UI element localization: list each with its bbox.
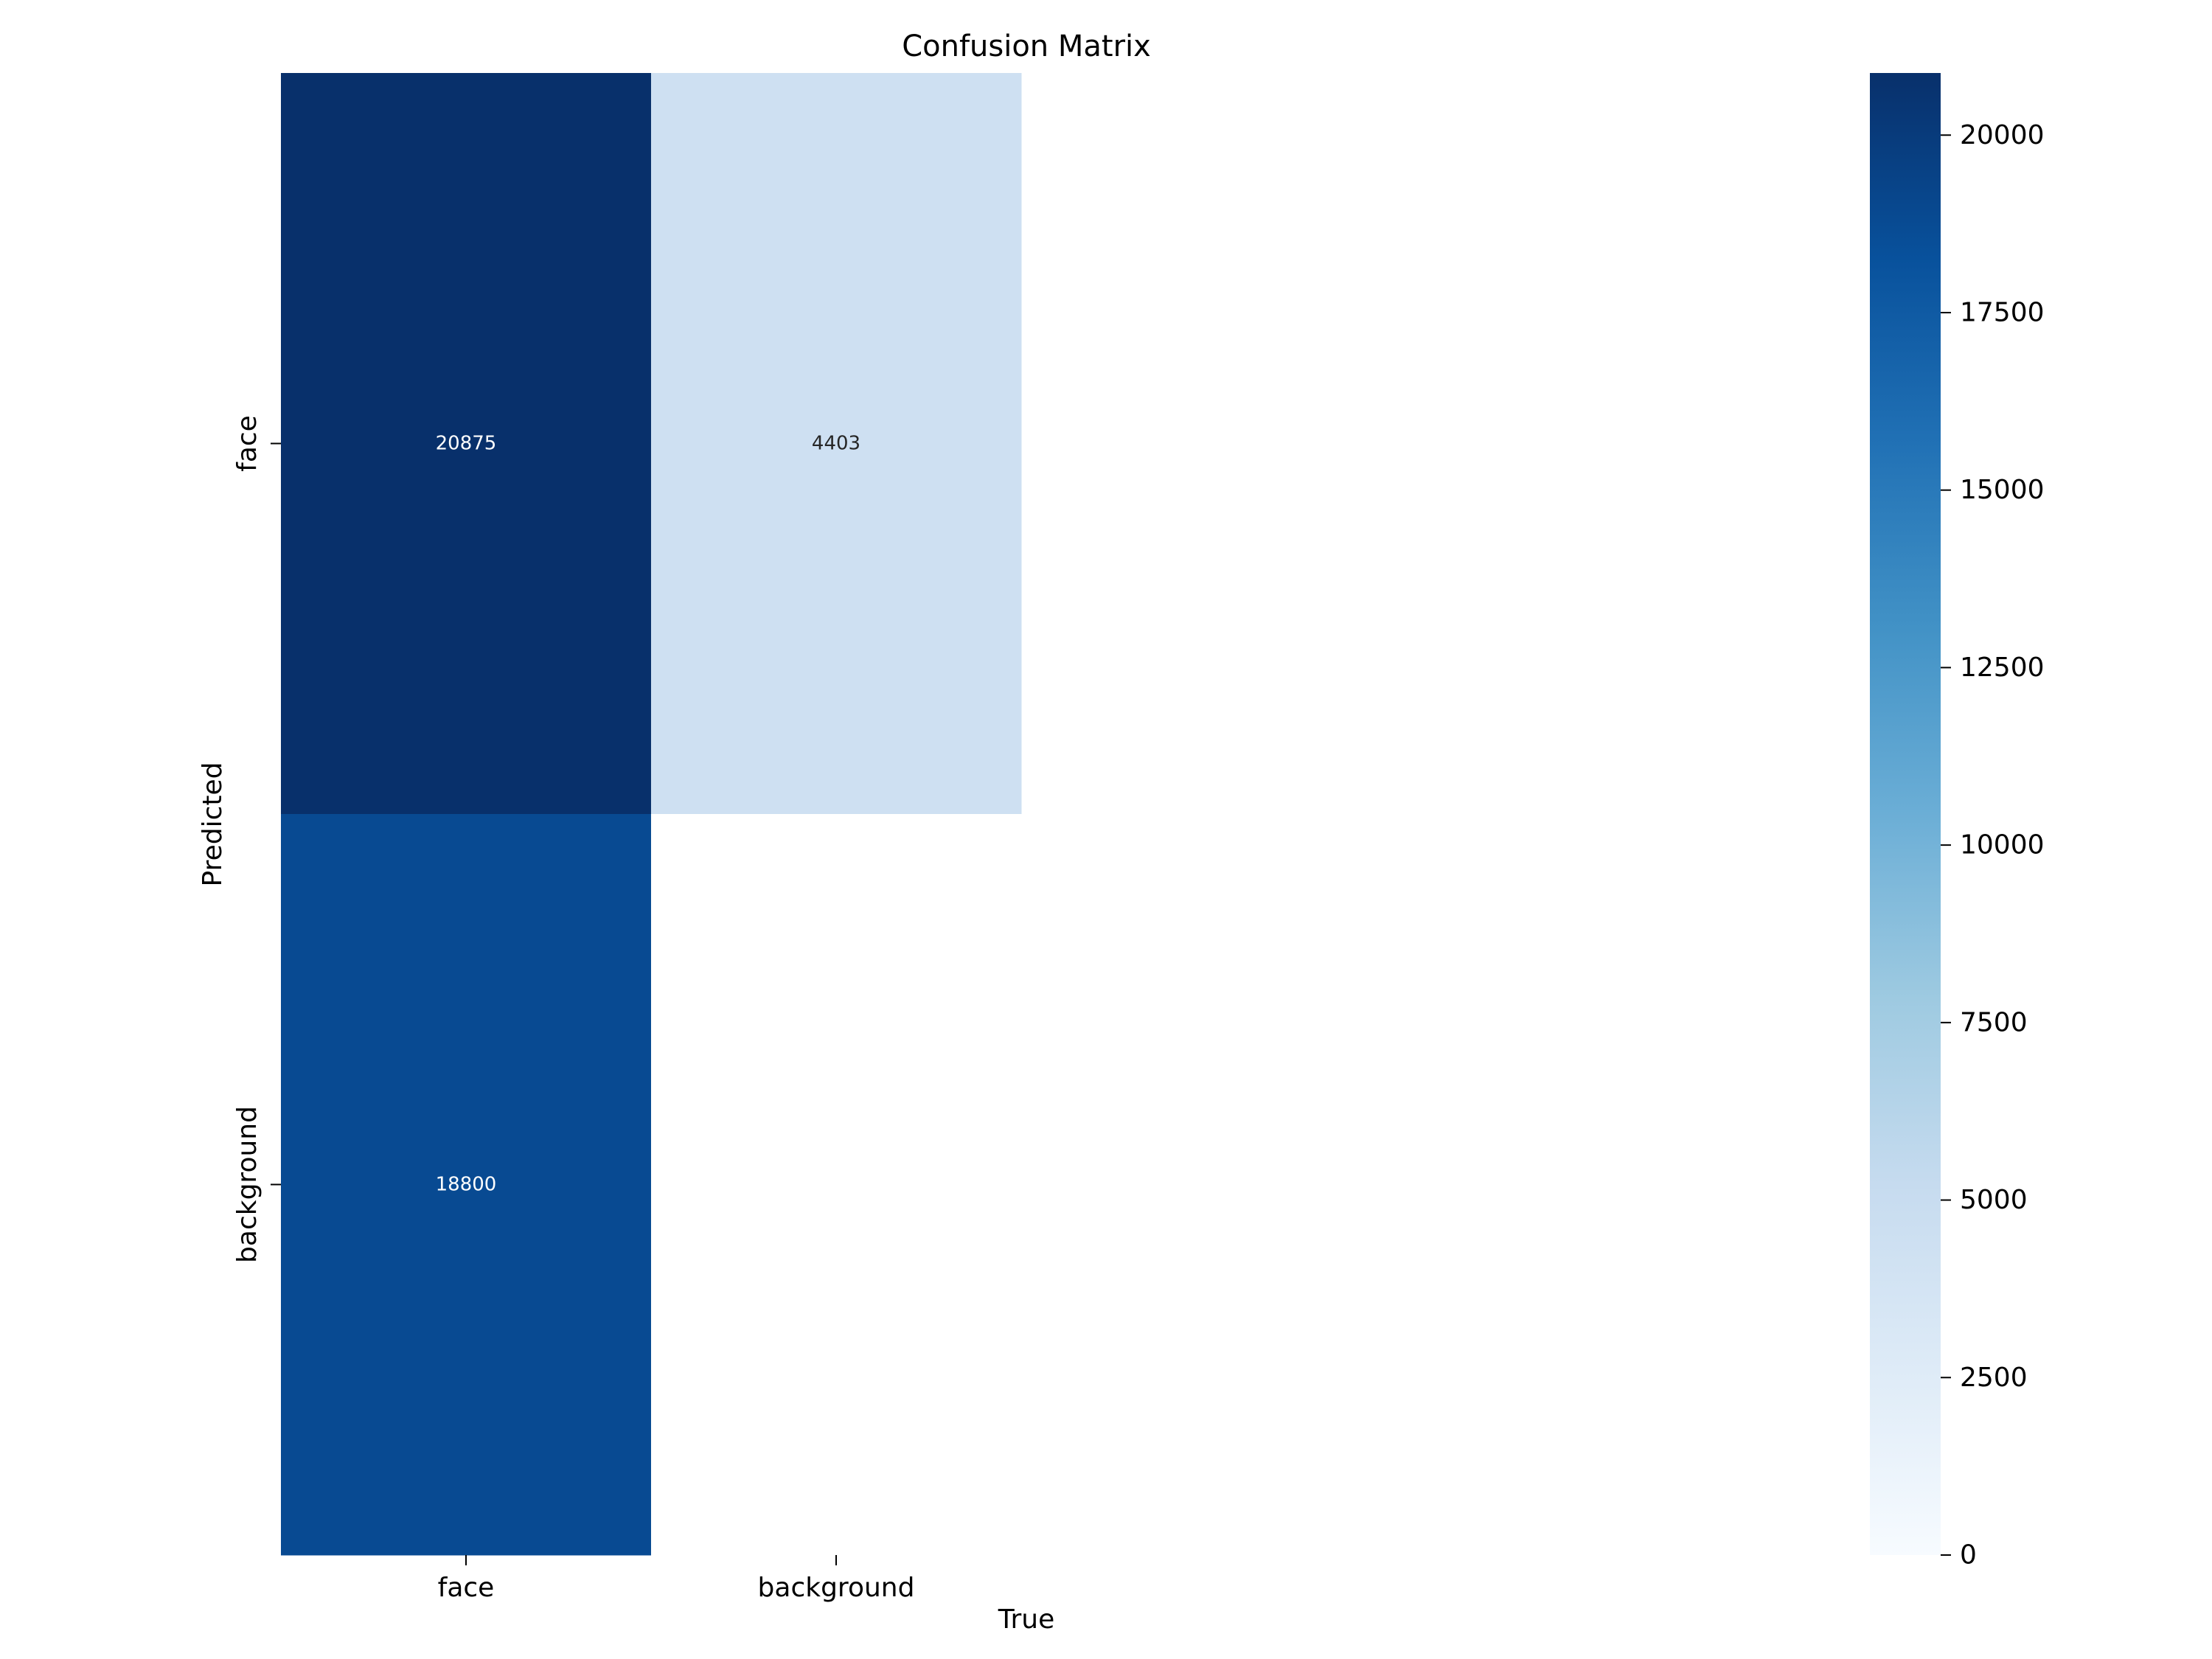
colorbar-tick-label: 7500 [1960, 1007, 2028, 1037]
y-tick-label: face [232, 415, 262, 472]
heatmap-cell [651, 73, 1022, 815]
cell-value-labels: 20875 4403 18800 [436, 433, 860, 1196]
x-axis-label: True [998, 1604, 1054, 1635]
colorbar-tick-label: 12500 [1960, 653, 2045, 683]
cell-value-label: 20875 [436, 433, 497, 455]
heatmap-cell [651, 814, 1022, 1556]
colorbar-tick-label: 15000 [1960, 475, 2045, 505]
x-tick-label: face [438, 1573, 495, 1603]
y-axis-label: Predicted [198, 762, 228, 887]
cell-value-label: 18800 [436, 1174, 497, 1196]
heatmap-cells [281, 73, 1022, 1556]
colorbar: 0 2500 5000 7500 10000 12500 15000 17500 20000 [1870, 73, 2045, 1571]
y-tick-label: background [232, 1106, 262, 1263]
colorbar-gradient [1870, 73, 1941, 1555]
colorbar-tick-label: 2500 [1960, 1363, 2028, 1393]
y-axis-ticks: face background [232, 415, 281, 1263]
x-tick-label: background [758, 1573, 915, 1603]
colorbar-tick-label: 10000 [1960, 830, 2045, 860]
heatmap-cell [281, 814, 652, 1556]
colorbar-tick-label: 17500 [1960, 297, 2045, 327]
x-axis-ticks: face background [438, 1555, 915, 1603]
cell-value-label: 4403 [812, 433, 860, 455]
heatmap-cell [281, 73, 652, 815]
colorbar-tick-label: 5000 [1960, 1185, 2028, 1215]
colorbar-tick-label: 0 [1960, 1540, 1977, 1571]
chart-title: Confusion Matrix [902, 29, 1151, 63]
colorbar-tick-label: 20000 [1960, 120, 2045, 150]
